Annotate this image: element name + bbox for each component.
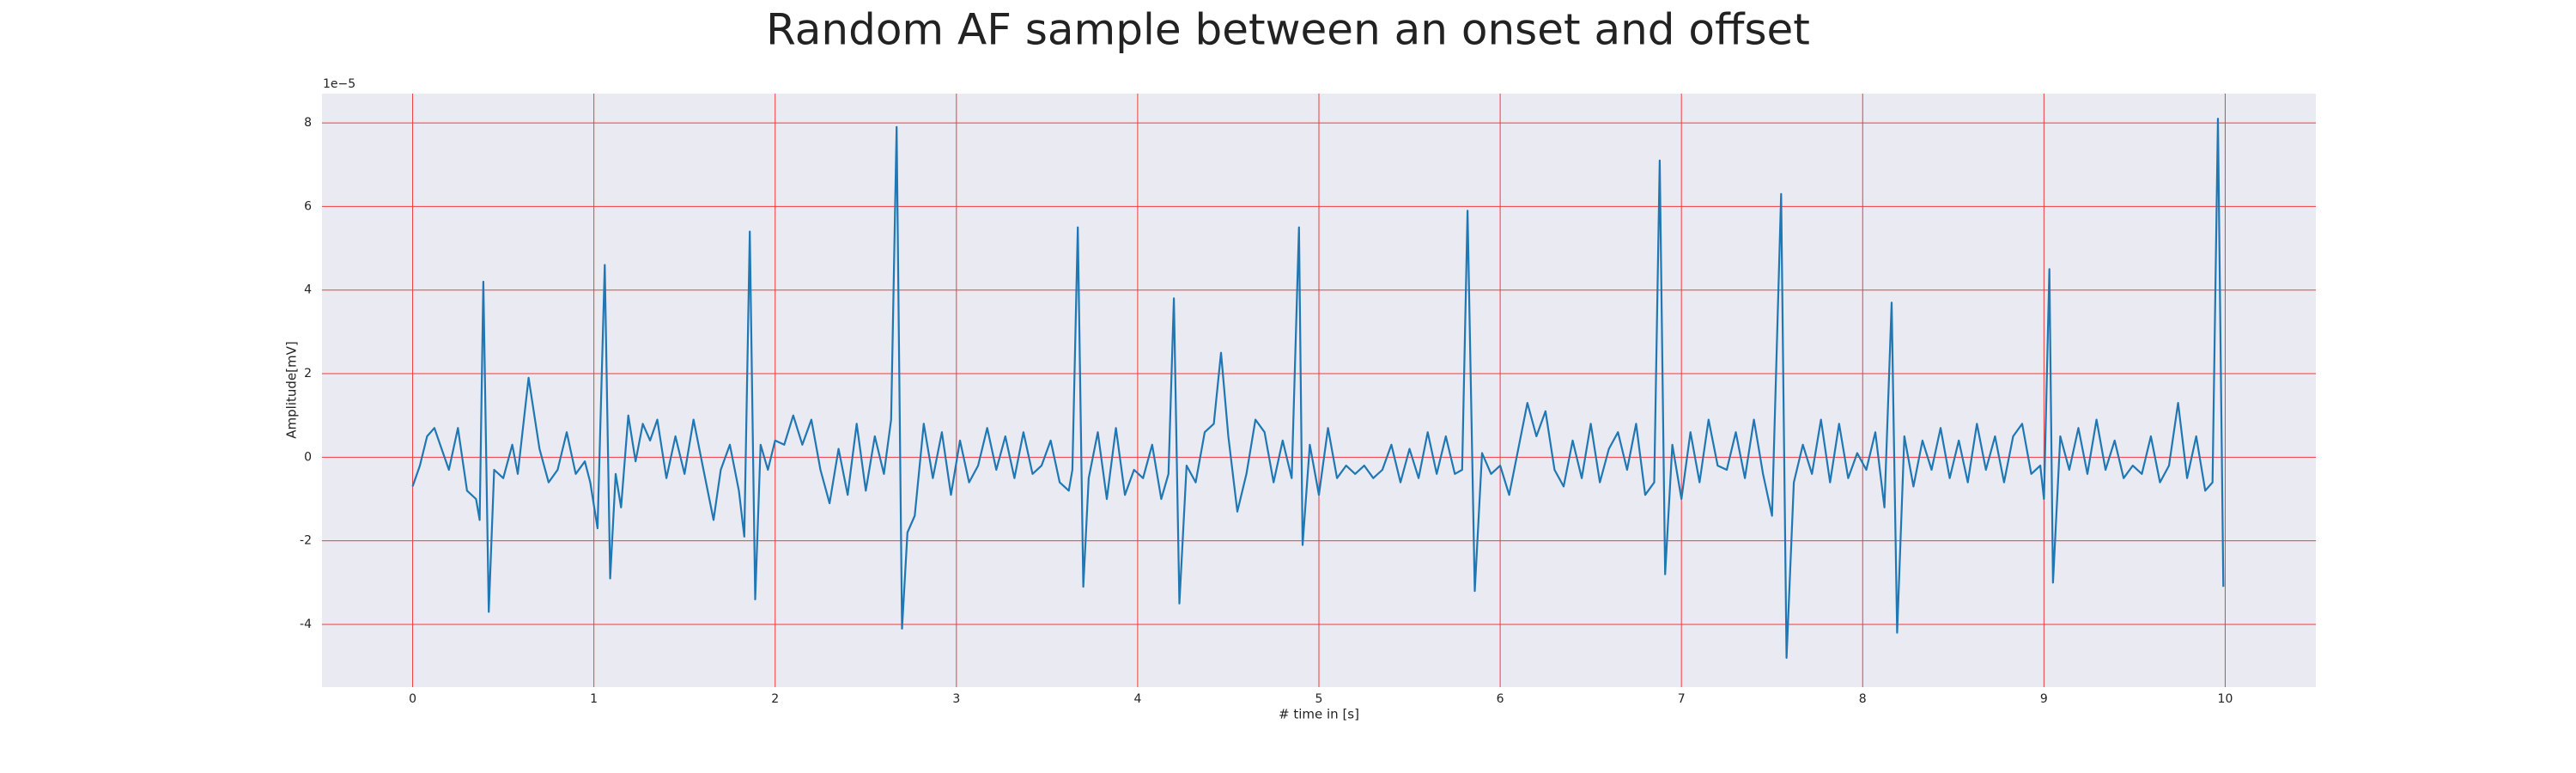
y-tick-label: -2 [300, 534, 312, 548]
y-tick-label: 0 [304, 450, 312, 464]
y-tick-label: 4 [304, 283, 312, 297]
y-offset-label: 1e−5 [323, 77, 355, 91]
y-axis-label: Amplitude[mV] [284, 341, 300, 438]
x-tick-label: 3 [952, 692, 960, 706]
x-tick-label: 8 [1859, 692, 1867, 706]
x-tick-label: 0 [409, 692, 416, 706]
x-tick-label: 6 [1497, 692, 1504, 706]
x-tick-label: 9 [2040, 692, 2048, 706]
x-tick-label: 7 [1678, 692, 1686, 706]
chart-title: Random AF sample between an onset and of… [766, 5, 1810, 55]
y-tick-label: -4 [300, 618, 312, 631]
x-tick-label: 5 [1315, 692, 1323, 706]
x-tick-label: 10 [2218, 692, 2233, 706]
y-tick-label: 8 [304, 116, 312, 130]
signal-line [411, 118, 2225, 659]
x-tick-label: 1 [590, 692, 598, 706]
x-tick-label: 4 [1133, 692, 1141, 706]
y-tick-label: 6 [304, 199, 312, 213]
y-tick-label: 2 [304, 367, 312, 380]
x-axis-label: # time in [s] [1279, 707, 1359, 722]
x-tick-label: 2 [771, 692, 779, 706]
